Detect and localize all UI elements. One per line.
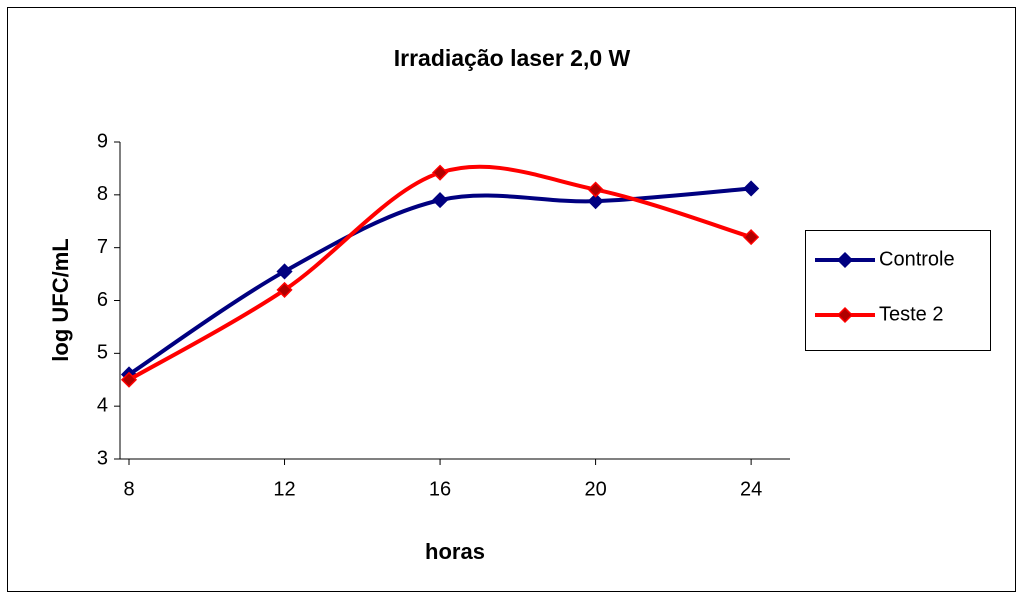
x-tick-label: 20 bbox=[584, 478, 606, 500]
x-tick-label: 16 bbox=[429, 478, 451, 500]
y-tick-label: 7 bbox=[97, 236, 108, 258]
y-axis-label: log UFC/mL bbox=[48, 238, 73, 361]
chart-title: Irradiação laser 2,0 W bbox=[394, 45, 631, 71]
data-marker bbox=[431, 192, 449, 209]
legend-marker bbox=[836, 251, 854, 269]
y-tick-label: 3 bbox=[97, 447, 108, 469]
data-marker bbox=[743, 180, 760, 197]
data-marker bbox=[276, 263, 293, 280]
y-tick-label: 6 bbox=[97, 289, 108, 311]
data-marker bbox=[120, 371, 138, 388]
x-tick-label: 12 bbox=[273, 478, 295, 500]
data-marker bbox=[276, 281, 293, 298]
x-tick-label: 24 bbox=[740, 478, 762, 500]
y-tick-label: 8 bbox=[97, 183, 108, 205]
data-marker bbox=[587, 193, 604, 210]
legend-label: Controle bbox=[879, 248, 955, 270]
x-axis-label: horas bbox=[425, 539, 485, 564]
data-marker bbox=[431, 164, 449, 181]
legend-label: Teste 2 bbox=[879, 303, 943, 325]
data-marker bbox=[587, 181, 604, 198]
legend-box bbox=[805, 230, 991, 351]
x-tick-label: 8 bbox=[123, 478, 134, 500]
legend-marker bbox=[836, 306, 854, 324]
y-tick-label: 9 bbox=[97, 130, 108, 152]
y-tick-label: 4 bbox=[97, 394, 108, 416]
data-marker bbox=[743, 229, 760, 246]
y-tick-label: 5 bbox=[97, 342, 108, 364]
